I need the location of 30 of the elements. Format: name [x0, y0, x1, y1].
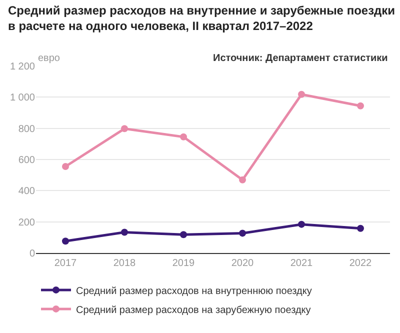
- point: [62, 238, 69, 245]
- point: [298, 220, 305, 228]
- point: [298, 90, 305, 98]
- x-tick-label: 2017: [54, 258, 78, 269]
- point: [239, 176, 246, 184]
- point: [121, 125, 128, 132]
- legend-label: Средний размер расходов на внутреннюю поездку: [76, 286, 312, 297]
- x-tick-label: 2019: [172, 258, 196, 269]
- x-tick-label: 2018: [113, 258, 136, 269]
- y-tick-label: 0: [29, 248, 36, 260]
- point: [121, 228, 128, 236]
- point: [239, 230, 246, 237]
- x-tick-label: 2020: [231, 258, 254, 269]
- point: [180, 231, 187, 238]
- point: [357, 224, 364, 232]
- y-tick-label: 600: [18, 155, 36, 166]
- y-tick-label: 800: [18, 124, 36, 135]
- legend-label: Средний размер расходов на зарубежную поездку: [76, 304, 311, 316]
- y-axis-title: евро: [38, 53, 60, 64]
- y-tick-label: 200: [18, 217, 36, 228]
- point: [357, 102, 364, 110]
- point: [62, 163, 69, 170]
- text: Источник: Департамент статистики: [213, 53, 388, 64]
- x-tick-label: 2021: [290, 258, 314, 269]
- y-tick-label: 1 200: [10, 62, 36, 72]
- point: [180, 133, 187, 140]
- x-tick-label: 2022: [349, 258, 372, 269]
- chart-title: Средний размер расходов на внутренние и зарубежные поездки в расчете на одного человека, II квартал 2017–2022: [8, 3, 396, 33]
- y-tick-label: 1 000: [10, 92, 36, 104]
- y-tick-label: 400: [18, 186, 36, 198]
